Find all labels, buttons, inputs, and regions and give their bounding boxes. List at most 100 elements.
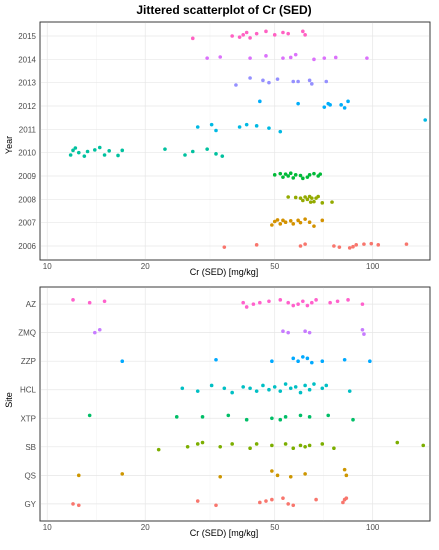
year-y-tick-label: 2010 [18,149,36,158]
year-point [339,103,343,107]
year-point [275,77,280,81]
site-point [218,445,223,449]
year-point [320,201,325,205]
year-point [281,218,285,223]
year-point [85,149,90,154]
year-point [71,148,75,153]
year-point [237,125,242,129]
site-point [296,359,300,363]
year-point [312,224,316,228]
site-point [303,472,307,476]
year-x-tick-label: 50 [270,262,279,271]
year-point [120,148,125,153]
year-point [303,33,307,37]
year-point [283,172,288,176]
site-point [281,496,285,500]
year-point [288,171,293,175]
site-point [303,445,307,449]
site-point [270,416,274,421]
year-point [332,244,336,248]
year-y-tick-label: 2008 [18,195,36,204]
site-point [362,332,366,336]
year-point [248,56,252,60]
year-point [286,195,290,199]
year-point [316,194,320,199]
year-point [298,220,303,225]
site-point [258,300,262,305]
year-point [281,175,285,179]
year-point [258,99,262,104]
site-point [195,389,200,393]
year-x-tick-label: 100 [366,262,380,271]
site-point [286,330,290,335]
site-point [328,300,332,305]
year-point [318,172,323,176]
year-point [376,243,381,247]
site-point [244,305,249,309]
year-panel-border [39,21,431,261]
site-point [342,357,347,362]
year-y-tick-label: 2007 [18,219,36,228]
year-point [254,31,259,36]
site-point [267,299,271,304]
site-point [360,302,365,306]
site-point [241,385,245,389]
year-point [291,79,296,84]
site-point [214,357,218,362]
site-x-tick-label: 10 [43,523,52,532]
year-point [346,99,350,104]
year-point [301,198,305,203]
site-point [310,360,314,365]
site-point [342,467,347,472]
year-point [278,129,283,134]
year-point [369,241,374,246]
site-point [278,417,283,422]
site-panel: 10 20 50 100 GY QS SB XTP HCL ZZP ZMQ AZ [18,286,431,532]
year-point [365,56,369,60]
site-point [283,415,288,419]
year-point [214,128,218,133]
year-point [116,153,120,158]
site-point [395,440,400,445]
year-panel-x-axis-label: Cr (SED) [mg/kg] [190,267,259,277]
year-point [278,171,283,176]
year-point [267,126,271,130]
year-point [347,246,352,250]
year-point [298,196,303,200]
site-point [291,446,296,451]
site-point [76,473,81,478]
site-y-tick-label: SB [25,443,36,452]
year-point [218,55,223,59]
site-point [281,329,285,334]
site-point [312,382,316,386]
year-point [291,176,296,180]
site-point [261,383,265,388]
year-point [281,30,285,35]
site-point [288,386,293,391]
year-point [293,52,298,57]
site-point [200,440,205,445]
year-point [296,79,300,84]
site-point [288,474,293,479]
site-point [120,359,125,363]
year-panel-background [39,21,431,261]
site-y-tick-label: ZZP [21,357,36,366]
site-point [102,299,107,304]
site-point [307,415,312,419]
site-point [307,330,312,335]
year-point [333,55,338,60]
year-point [303,242,307,246]
site-point [195,442,200,446]
site-point [296,302,300,306]
site-point [209,383,214,388]
site-y-tick-label: GY [24,500,36,509]
site-point [341,500,345,505]
year-point [423,118,428,122]
site-point [307,387,312,392]
year-point [362,242,366,246]
site-point [156,447,161,452]
site-point [267,387,271,392]
year-y-tick-label: 2011 [19,125,37,134]
year-point [230,34,234,38]
year-point [214,152,218,156]
